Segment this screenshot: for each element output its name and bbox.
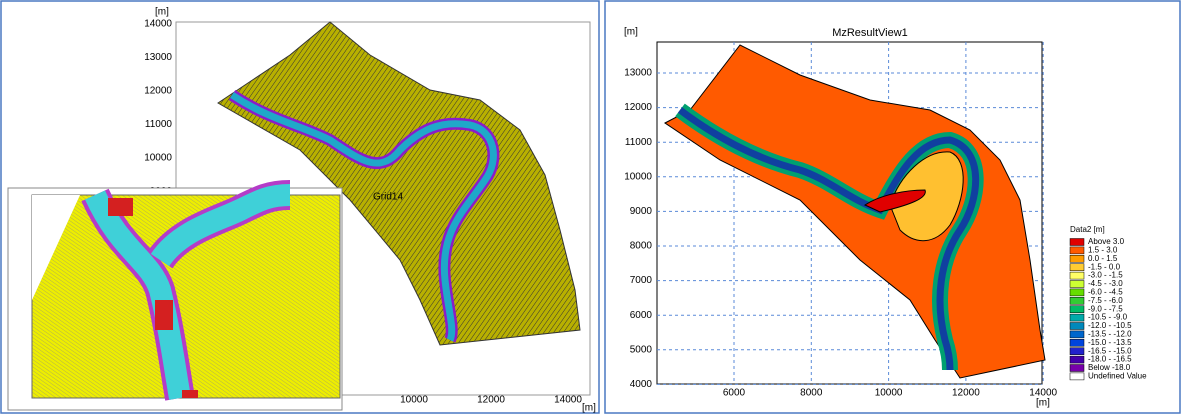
legend-swatch xyxy=(1070,239,1084,246)
legend-swatch xyxy=(1070,297,1084,304)
x-tick-label: 14000 xyxy=(1029,388,1057,399)
y-tick-label: 13000 xyxy=(624,68,652,79)
x-tick-label: 12000 xyxy=(952,388,980,399)
legend-swatch xyxy=(1070,373,1084,380)
y-tick-label: 14000 xyxy=(144,19,172,30)
legend-swatch xyxy=(1070,339,1084,346)
x-tick-label: 6000 xyxy=(723,388,746,399)
mesh-label: Grid14 xyxy=(373,192,403,203)
x-tick-label: 14000 xyxy=(554,395,582,406)
left-unit-x: [m] xyxy=(582,403,596,414)
right-unit-x: [m] xyxy=(1036,398,1050,409)
y-tick-label: 12000 xyxy=(624,102,652,113)
y-tick-label: 6000 xyxy=(630,310,653,321)
y-tick-label: 4000 xyxy=(630,379,653,390)
y-tick-label: 11000 xyxy=(145,119,173,130)
y-tick-label: 13000 xyxy=(144,52,172,63)
legend-label: Undefined Value xyxy=(1088,372,1147,381)
x-tick-label: 12000 xyxy=(477,395,505,406)
y-tick-label: 7000 xyxy=(630,275,653,286)
legend-swatch xyxy=(1070,281,1084,288)
legend-swatch xyxy=(1070,247,1084,254)
legend-swatch xyxy=(1070,331,1084,338)
y-tick-label: 9000 xyxy=(630,206,653,217)
legend-title: Data2 [m] xyxy=(1070,225,1105,234)
y-tick-label: 5000 xyxy=(630,344,653,355)
right-unit-y: [m] xyxy=(624,27,638,38)
legend-swatch xyxy=(1070,323,1084,330)
left-unit-y: [m] xyxy=(155,7,169,18)
y-tick-label: 11000 xyxy=(625,137,653,148)
legend-swatch xyxy=(1070,306,1084,313)
legend-swatch xyxy=(1070,365,1084,372)
legend-swatch xyxy=(1070,314,1084,321)
x-tick-label: 10000 xyxy=(400,395,428,406)
legend-swatch xyxy=(1070,264,1084,271)
legend-swatch xyxy=(1070,289,1084,296)
x-tick-label: 8000 xyxy=(800,388,823,399)
page: [m] [m] Grid14 14000 13000 12000 11000 10000… xyxy=(0,0,1181,414)
y-tick-label: 12000 xyxy=(144,86,172,97)
y-tick-label: 10000 xyxy=(624,171,652,182)
x-tick-label: 10000 xyxy=(875,388,903,399)
right-title: MzResultView1 xyxy=(832,27,908,39)
legend-swatch xyxy=(1070,348,1084,355)
legend-swatch xyxy=(1070,272,1084,279)
y-tick-label: 10000 xyxy=(144,153,172,164)
legend-swatch xyxy=(1070,255,1084,262)
legend-swatch xyxy=(1070,356,1084,363)
y-tick-label: 8000 xyxy=(630,241,653,252)
